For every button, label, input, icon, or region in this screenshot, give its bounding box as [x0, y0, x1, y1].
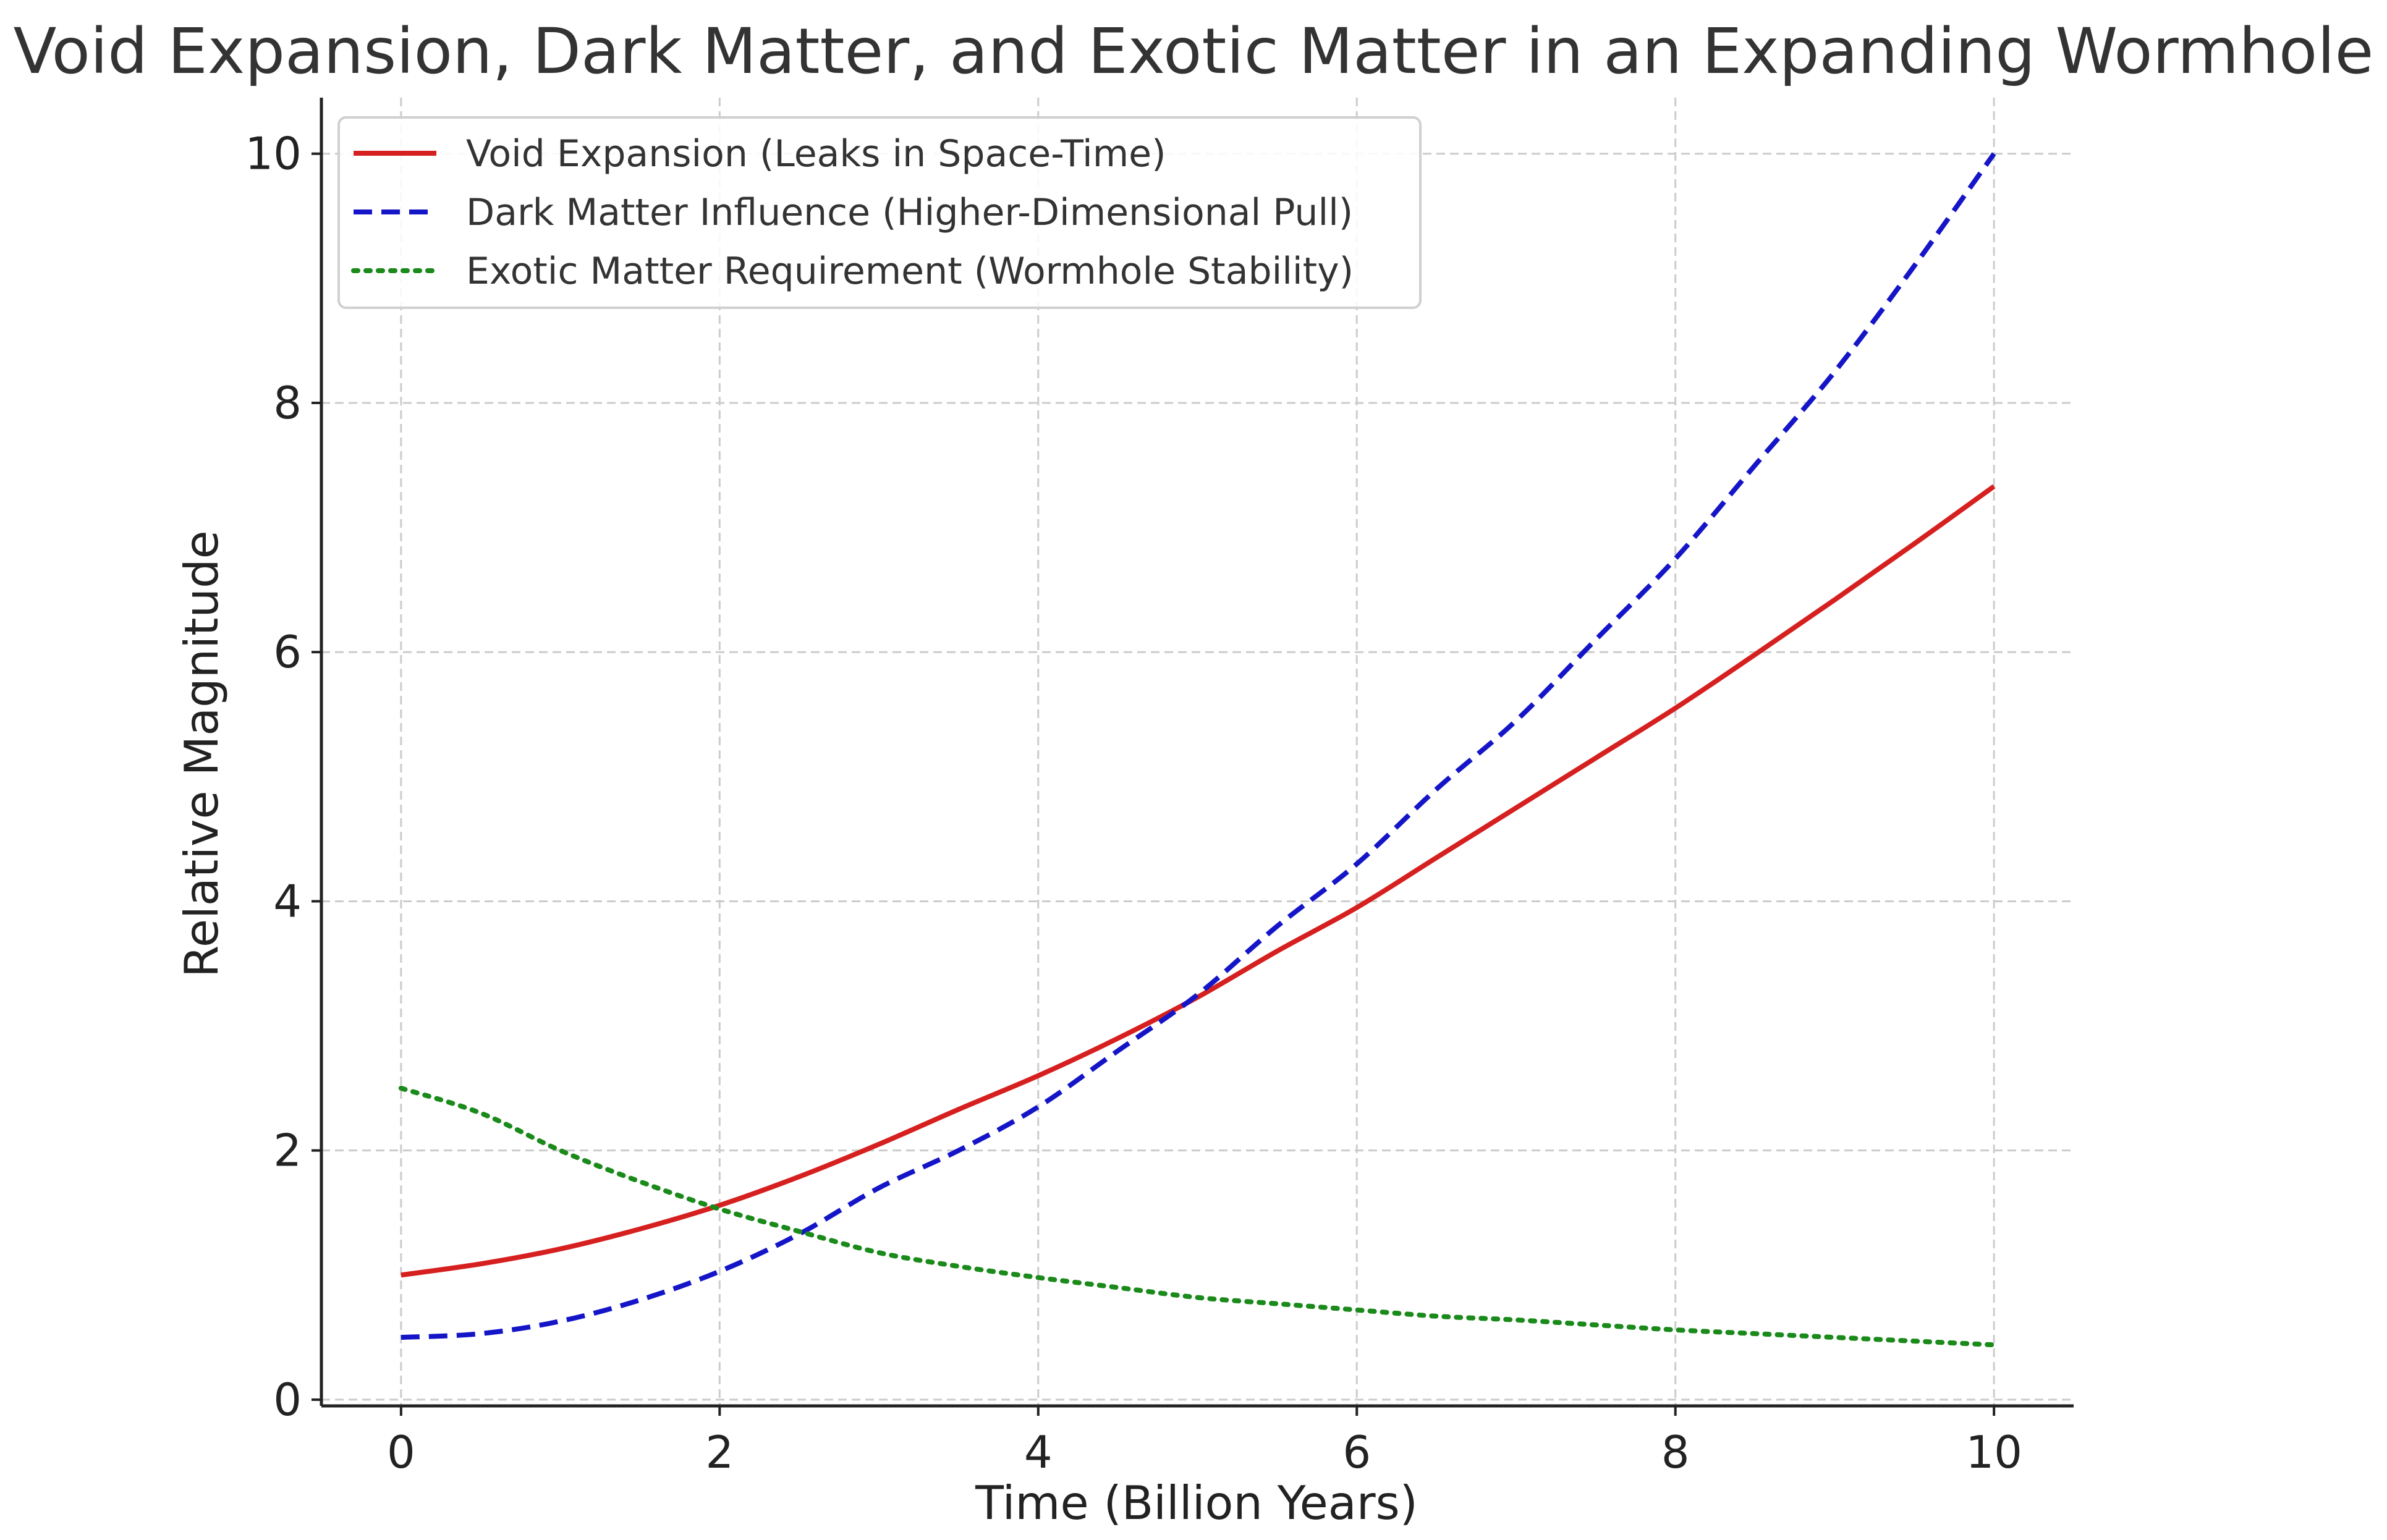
legend-label-1: Void Expansion (Leaks in Space-Time): [466, 132, 1166, 176]
y-tick-label: 8: [273, 377, 302, 429]
series-line-2: [401, 152, 1996, 1340]
legend: Void Expansion (Leaks in Space-Time) Dark…: [337, 116, 1422, 309]
axes-layer: [320, 98, 2074, 1408]
y-tick-label: 6: [273, 626, 302, 678]
x-tick-label: 10: [1965, 1426, 2022, 1478]
y-tick-label: 0: [273, 1374, 302, 1426]
x-tick-label: 6: [1342, 1426, 1371, 1478]
ticks-layer: 0 2 4 6 8 10 0 2 4 6 8 10: [245, 128, 2022, 1478]
grid-layer: [321, 98, 2074, 1406]
y-tick-label: 2: [273, 1125, 302, 1177]
series-line-1: [401, 484, 1996, 1278]
y-tick-label: 4: [273, 875, 302, 927]
series-line-3: [398, 1085, 1997, 1348]
x-tick-label: 0: [387, 1426, 415, 1478]
y-axis-label: Relative Magnitude: [174, 530, 229, 978]
legend-box: [337, 116, 1422, 309]
x-tick-label: 2: [705, 1426, 734, 1478]
y-tick-label: 10: [245, 128, 302, 180]
chart-title: Void Expansion, Dark Matter, and Exotic …: [14, 15, 2374, 88]
x-tick-label: 8: [1661, 1426, 1690, 1478]
series-layer: [398, 152, 1997, 1348]
legend-label-2: Dark Matter Influence (Higher-Dimensiona…: [466, 191, 1353, 234]
x-tick-label: 4: [1024, 1426, 1053, 1478]
legend-label-3: Exotic Matter Requirement (Wormhole Stab…: [466, 250, 1354, 293]
x-axis-label: Time (Billion Years): [975, 1476, 1418, 1530]
